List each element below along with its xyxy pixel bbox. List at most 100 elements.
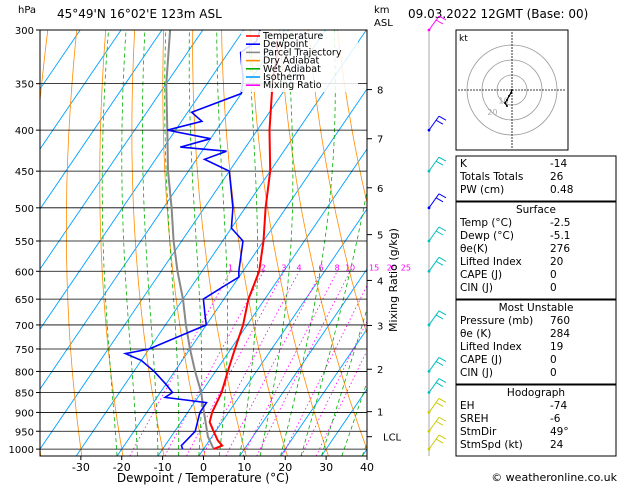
most-unstable-table-row-label: CIN (J) — [460, 367, 493, 379]
indices-table-row-value: 0.48 — [550, 184, 573, 196]
indices-table-frame — [455, 155, 617, 202]
height-tick-label: 6 — [377, 184, 383, 195]
forecast-datetime: 09.03.2022 12GMT (Base: 00) — [408, 7, 588, 21]
temperature-tick-label: 30 — [319, 461, 333, 474]
wind-barb-flag — [438, 156, 447, 162]
wind-barb-base — [427, 128, 431, 132]
indices-table-row-value: 26 — [550, 171, 564, 183]
wind-barb — [427, 256, 447, 273]
surface-table-row-label: Lifted Index — [460, 256, 522, 268]
pressure-axis: 300 350 400 450 500 550 600 650 700 750 800 850 900 9… — [9, 26, 40, 456]
legend-entry: Temperature — [262, 31, 323, 42]
wind-barb-staff — [428, 156, 440, 172]
wind-barb — [427, 434, 447, 451]
legend-entry: Mixing Ratio — [263, 80, 322, 91]
hpa-unit-label: hPa — [18, 5, 36, 16]
parcel-trajectory-line — [165, 30, 215, 450]
wind-barb-base — [427, 169, 431, 173]
pressure-tick-label: 700 — [15, 321, 34, 332]
wind-barb-staff — [428, 357, 440, 372]
surface-table-row-value: 20 — [550, 256, 563, 268]
most-unstable-table-row-label: Lifted Index — [460, 341, 522, 353]
most-unstable-table-title: Most Unstable — [499, 302, 574, 314]
wind-barb — [427, 378, 447, 394]
hodograph-table-row-value: -74 — [550, 400, 567, 412]
temperature-tick-label: 40 — [360, 461, 374, 474]
pressure-lines — [40, 30, 367, 450]
wind-barb-staff — [428, 416, 440, 432]
wind-barb-base — [427, 447, 431, 451]
mixing-ratio-label: 25 — [401, 263, 411, 272]
wind-barb-staff — [428, 434, 440, 450]
isotherm-line — [198, 208, 367, 456]
wind-barb-flag — [435, 19, 444, 25]
surface-table-row-label: Dewp (°C) — [460, 230, 514, 242]
wind-barb-flag — [438, 15, 447, 21]
station-location: 45°49'N 16°02'E 123m ASL — [57, 7, 222, 21]
mixing-ratio-line — [300, 320, 367, 456]
km-unit-label: km — [374, 5, 390, 16]
wind-barb-flag — [435, 197, 444, 203]
wind-barb-flag — [435, 382, 444, 387]
wind-barb-flag — [438, 434, 447, 440]
wind-barb-flag — [438, 256, 447, 262]
mixing-ratio-label: 15 — [369, 263, 379, 272]
wind-barb-staff — [428, 310, 440, 326]
hodograph-ring-label: 10 — [499, 97, 509, 106]
wind-barb-flag — [438, 310, 447, 316]
indices-table-row-value: -14 — [550, 158, 567, 170]
most-unstable-table-row-label: θe (K) — [460, 328, 491, 340]
dry-adiabat — [337, 30, 367, 205]
hodograph-table-frame — [455, 384, 617, 457]
legend-entry: Wet Adiabat — [263, 64, 321, 75]
hodograph-point — [511, 89, 513, 91]
hodograph-table-row-label: EH — [460, 400, 475, 412]
wind-barb — [427, 356, 447, 373]
wind-barb-flag — [435, 260, 444, 266]
mixing-ratio-label: 20 — [387, 263, 397, 272]
wind-barb — [427, 193, 447, 210]
surface-table-row-label: CAPE (J) — [460, 269, 502, 281]
wet-adiabat — [259, 30, 294, 456]
hodograph-point — [508, 95, 510, 97]
mixing-ratio-line — [315, 349, 367, 456]
indices-table-row-label: PW (cm) — [460, 184, 504, 196]
height-tick-label: 5 — [377, 231, 383, 242]
surface-table-row-label: Temp (°C) — [459, 217, 512, 229]
wind-barb-flag — [435, 360, 444, 366]
isotherm-line — [40, 30, 122, 150]
wind-barb-staff — [428, 378, 440, 393]
mixing-ratio-label: 2 — [261, 263, 266, 272]
wind-barb-staff — [428, 256, 440, 272]
wind-barb-base — [427, 239, 431, 243]
wind-barb-base — [427, 269, 431, 273]
plot-background-lines — [40, 30, 367, 456]
hodograph-point — [504, 102, 506, 104]
mixing-ratio-line — [282, 284, 367, 456]
isotherm-line — [40, 30, 163, 210]
pressure-tick-label: 550 — [15, 237, 34, 248]
hodograph-unit-label: kt — [459, 34, 468, 44]
hodograph-table-row-value: 49° — [550, 426, 569, 438]
wind-barb-base — [427, 323, 431, 327]
mixing-ratio-labels: 1 2 3 4 6 8 10 15 20 25 — [228, 263, 411, 272]
plot-frame — [39, 29, 368, 457]
wind-barb-flag — [435, 119, 444, 125]
surface-table-row-value: -5.1 — [550, 230, 571, 242]
legend-entry: Parcel Trajectory — [263, 47, 342, 58]
wind-barb-flag — [435, 230, 444, 236]
hodograph-table-row-label: StmDir — [460, 426, 497, 438]
surface-table-row-value: 0 — [550, 282, 557, 294]
wind-barb — [427, 15, 447, 32]
temperature-tick-label: 10 — [237, 461, 251, 474]
isotherm-line — [40, 30, 245, 330]
mixing-ratio-label: 4 — [296, 263, 301, 272]
most-unstable-table-row-value: 0 — [550, 367, 557, 379]
temperature-tick-label: -20 — [113, 461, 131, 474]
wind-barb — [427, 115, 447, 132]
height-tick-label: 2 — [377, 365, 383, 376]
wind-barb-staff — [428, 193, 440, 209]
wind-barb-flag — [438, 356, 447, 362]
